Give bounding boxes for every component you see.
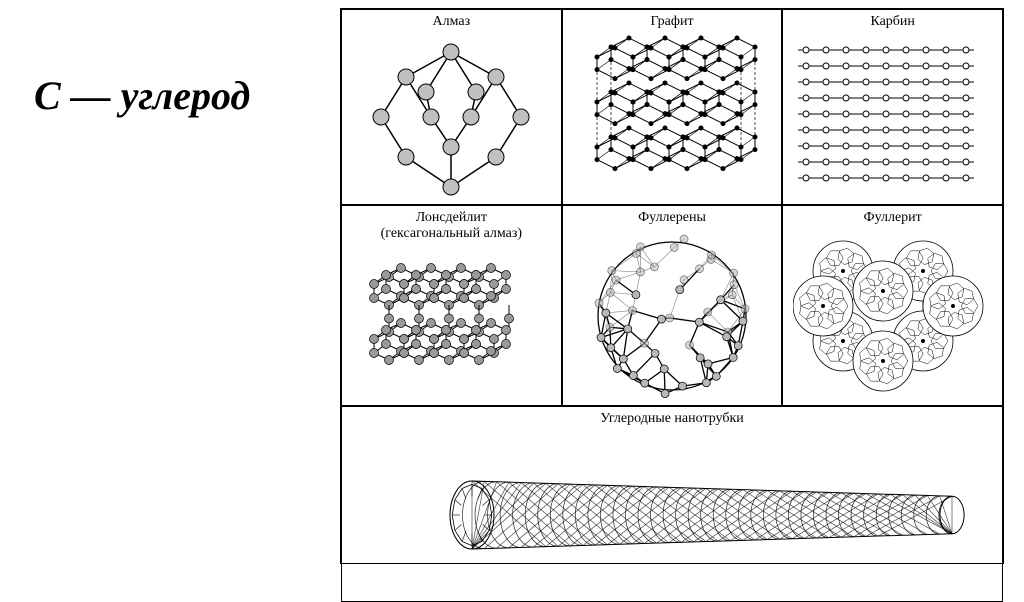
cell-fullerite: Фуллерит — [782, 205, 1003, 406]
graphite-structure-icon — [567, 32, 777, 202]
label-nanotube: Углеродные нанотрубки — [600, 411, 744, 427]
carbyne-structure-icon — [788, 32, 998, 202]
cell-carbyne: Карбин — [782, 9, 1003, 205]
page-title: С — углерод — [34, 72, 250, 119]
diagram-fullerene — [565, 228, 780, 403]
label-fullerene: Фуллерены — [638, 210, 706, 226]
diagram-graphite — [565, 32, 780, 202]
cell-fullerene: Фуллерены — [562, 205, 783, 406]
cell-graphite: Графит — [562, 9, 783, 205]
cell-nanotube: Углеродные нанотрубки — [341, 406, 1003, 602]
diagram-lonsdaleite — [344, 244, 559, 403]
grid-row-3: Углеродные нанотрубки — [341, 406, 1003, 602]
diagram-carbyne — [785, 32, 1000, 202]
grid-row-1: Алмаз Графит Карбин — [341, 9, 1003, 205]
cell-diamond: Алмаз — [341, 9, 562, 205]
fullerite-structure-icon — [793, 231, 993, 401]
cell-lonsdaleite: Лонсдейлит (гексагональный алмаз) — [341, 205, 562, 406]
lonsdaleite-structure-icon — [346, 249, 556, 399]
label-carbyne: Карбин — [870, 14, 914, 30]
grid-row-2: Лонсдейлит (гексагональный алмаз) Фуллер… — [341, 205, 1003, 406]
label-graphite: Графит — [650, 14, 693, 30]
diamond-structure-icon — [351, 32, 551, 202]
allotrope-grid: Алмаз Графит Карбин Лонсдейлит (гексагон… — [340, 8, 1004, 564]
diagram-fullerite — [785, 228, 1000, 403]
fullerene-structure-icon — [572, 228, 772, 403]
label-fullerite: Фуллерит — [864, 210, 922, 226]
label-lonsdaleite: Лонсдейлит (гексагональный алмаз) — [381, 210, 522, 242]
label-diamond: Алмаз — [433, 14, 471, 30]
diagram-diamond — [344, 32, 559, 202]
